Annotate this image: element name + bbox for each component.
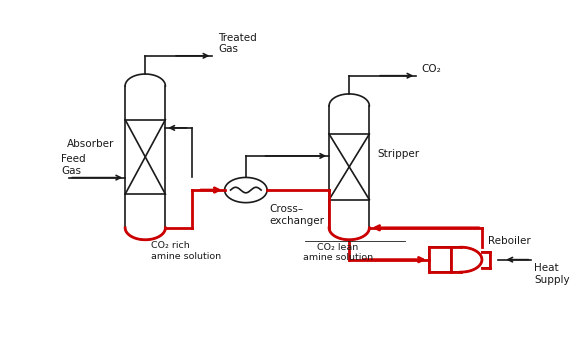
- Text: Absorber: Absorber: [66, 139, 114, 149]
- Text: Feed
Gas: Feed Gas: [61, 154, 86, 176]
- Text: CO₂: CO₂: [422, 64, 442, 74]
- Text: CO₂ rich
amine solution: CO₂ rich amine solution: [151, 241, 221, 261]
- Text: Reboiler: Reboiler: [487, 236, 530, 246]
- Text: Stripper: Stripper: [377, 149, 420, 159]
- Text: CO₂ lean
amine solution: CO₂ lean amine solution: [303, 243, 373, 263]
- Text: Treated
Gas: Treated Gas: [218, 33, 257, 54]
- Text: Cross–
exchanger: Cross– exchanger: [270, 204, 325, 226]
- Text: Heat
Supply: Heat Supply: [534, 263, 570, 284]
